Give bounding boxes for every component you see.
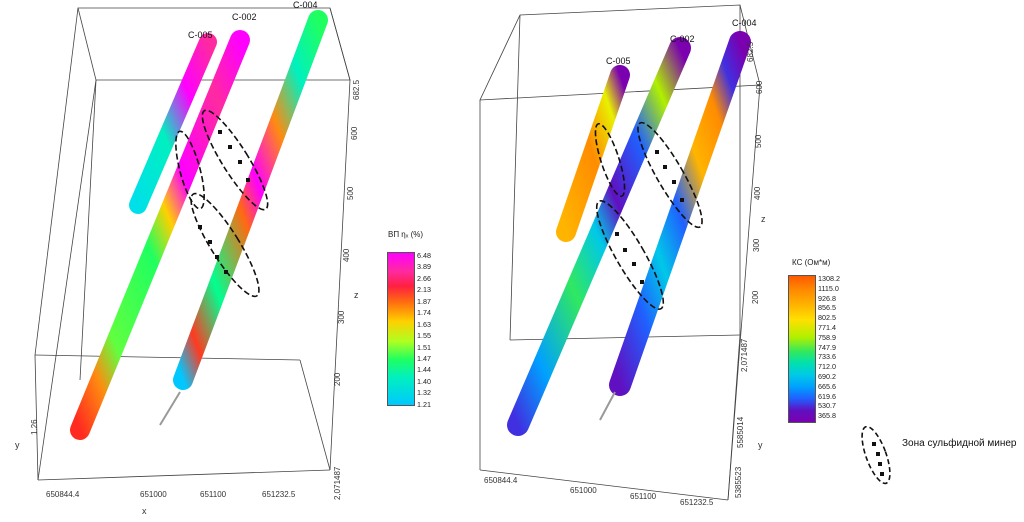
legend-value: 1.40 (417, 376, 431, 386)
z-tick: 600 (350, 126, 359, 140)
legend-value: 1.74 (417, 308, 431, 318)
y-tick: 2,071487 (333, 466, 342, 500)
y-tick: 5585014 (736, 416, 745, 448)
z-tick: 200 (751, 290, 760, 304)
legend-value: 771.4 (818, 322, 836, 332)
well-c002-ip (70, 30, 250, 440)
x-tick: 651000 (140, 490, 167, 499)
z-tick: 682.5 (352, 79, 361, 100)
res-legend-colorbar (788, 275, 816, 423)
z-tick: 500 (754, 134, 763, 148)
legend-value: 1308.2 (818, 274, 840, 283)
x-tick: 650844.4 (46, 490, 80, 499)
z-tick: 400 (342, 248, 351, 262)
z-tick: 400 (753, 186, 762, 200)
legend-value: 2.66 (417, 273, 431, 283)
legend-value: 1.44 (417, 365, 431, 375)
legend-value: 1.21 (417, 399, 431, 409)
z-tick: 300 (337, 310, 346, 324)
well-c005-ip (129, 33, 217, 214)
x-axis-label: x (142, 506, 147, 516)
z-tick: 300 (752, 238, 761, 252)
z-axis-label: z (354, 290, 359, 300)
legend-value: 619.6 (818, 391, 836, 401)
well-label-c004: С-004 (293, 0, 318, 10)
legend-value: 856.5 (818, 303, 836, 313)
y-tick: 2,071487 (740, 338, 749, 372)
x-tick: 651100 (200, 490, 227, 499)
well-c004-res (609, 31, 751, 396)
y-tick: 1.26 (30, 419, 39, 435)
z-tick: 200 (333, 372, 342, 386)
legend-value: 690.2 (818, 371, 836, 381)
res-sulfide-zones (594, 121, 703, 310)
sulfide-zone-legend: Зона сульфидной минер (858, 420, 1024, 490)
sulfide-zone-label: Зона сульфидной минер (902, 438, 1017, 449)
z-tick: 500 (346, 186, 355, 200)
resistivity-3d-model-panel: С-005 С-002 С-004 682.5 600 500 400 300 … (470, 0, 1024, 522)
well-c005-res (556, 65, 630, 242)
legend-value: 665.6 (818, 381, 836, 391)
legend-value: 1.47 (417, 353, 431, 363)
ip-legend-title: ВП ηₓ (%) (388, 230, 424, 239)
resistivity-3d-model-graphic (479, 4, 761, 501)
sulfide-zone-icon (861, 425, 891, 485)
x-tick: 651000 (570, 486, 597, 495)
legend-value: 926.8 (818, 293, 836, 303)
well-c004-ip (173, 10, 328, 390)
legend-value: 1115.0 (818, 283, 839, 293)
ip-bounding-box (34, 7, 351, 481)
z-tick: 682.5 (746, 41, 755, 62)
legend-value: 758.9 (818, 332, 836, 342)
x-tick: 651232.5 (680, 498, 714, 507)
z-axis-label: z (761, 214, 766, 224)
well-label-c004: С-004 (732, 18, 757, 28)
legend-value: 2.13 (417, 285, 431, 295)
well-label-c005: С-005 (188, 30, 213, 40)
x-tick: 651100 (630, 492, 657, 501)
res-wells (507, 31, 751, 436)
z-tick: 600 (755, 80, 764, 94)
legend-value: 1.87 (417, 296, 431, 306)
res-legend-values: 1308.2 1115.0 926.8 856.5 802.5 771.4 75… (818, 274, 840, 421)
well-label-c005: С-005 (606, 56, 631, 66)
ip-wells (70, 10, 328, 440)
ip-sulfide-zones (175, 109, 269, 298)
res-legend-title: КС (Ом*м) (792, 258, 831, 267)
well-c004-tail (159, 391, 181, 426)
ip-legend-values: 6.48 3.89 2.66 2.13 1.87 1.74 1.63 1.55 … (417, 250, 431, 410)
legend-value: 1.32 (417, 388, 431, 398)
well-label-c002: С-002 (670, 34, 695, 44)
legend-value: 530.7 (818, 401, 836, 411)
well-c004-res-tail (599, 391, 616, 421)
legend-value: 802.5 (818, 313, 836, 323)
x-tick: 650844.4 (484, 476, 518, 485)
legend-value: 733.6 (818, 352, 836, 362)
legend-value: 365.8 (818, 411, 836, 421)
legend-value: 747.9 (818, 342, 836, 352)
x-tick: 651232.5 (262, 490, 296, 499)
well-c002-res (507, 37, 691, 436)
res-zone-dots (615, 150, 684, 284)
legend-value: 6.48 (417, 251, 431, 260)
well-label-c002: С-002 (232, 12, 257, 22)
y-tick: 5385523 (734, 466, 743, 498)
ip-3d-model-panel: С-005 С-002 С-004 682.5 600 500 400 300 … (0, 0, 500, 522)
y-axis-label: y (758, 440, 763, 450)
ip-3d-model-graphic (34, 7, 351, 481)
ip-legend-colorbar (387, 252, 415, 406)
legend-value: 1.51 (417, 342, 431, 352)
legend-value: 3.89 (417, 262, 431, 272)
legend-value: 1.63 (417, 319, 431, 329)
y-axis-label: y (15, 440, 20, 450)
legend-value: 1.55 (417, 331, 431, 341)
ip-zone-dots (198, 130, 250, 274)
legend-value: 712.0 (818, 362, 836, 372)
